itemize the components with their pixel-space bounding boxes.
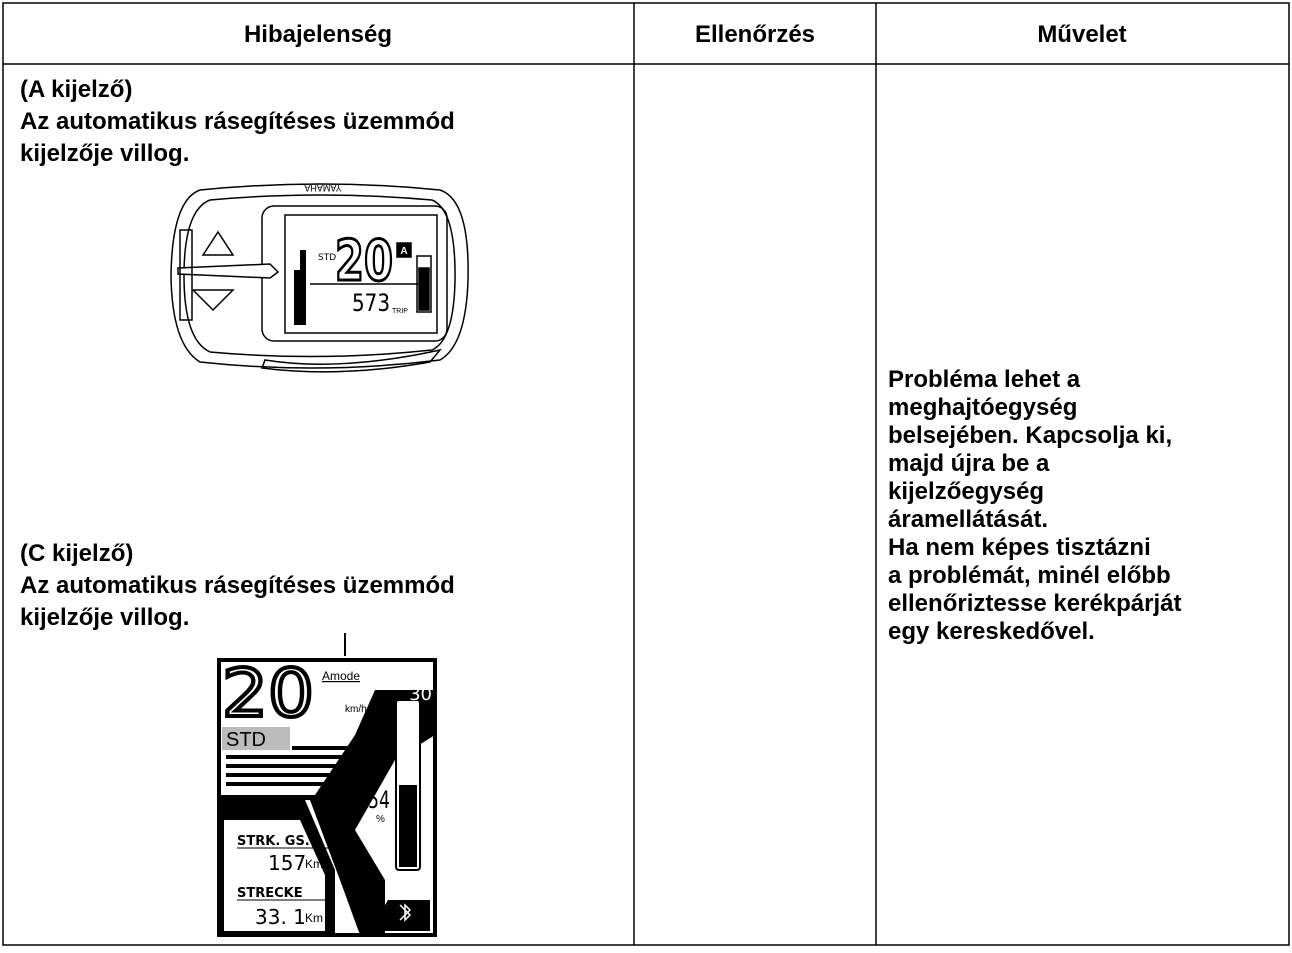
text-line: majd újra be a (888, 450, 1050, 477)
heading: (C kijelző) (20, 540, 133, 567)
text-line: kijelzője villog. (20, 604, 189, 631)
text-line: kijelzőegység (888, 478, 1044, 505)
assist: A (400, 246, 407, 257)
heading: (A kijelző) (20, 76, 132, 103)
text-line: kijelzője villog. (20, 140, 189, 167)
text-line: Az automatikus rásegítéses üzemmód (20, 572, 455, 599)
text-line: Ha nem képes tisztázni (888, 534, 1151, 561)
text-line: Az automatikus rásegítéses üzemmód (20, 108, 455, 135)
top-value: 43 (409, 666, 432, 687)
mode: STD (226, 729, 266, 751)
speed: 20 (222, 655, 314, 732)
header: Művelet (1037, 21, 1126, 48)
total-label: STRK. GS. (237, 834, 310, 849)
text-line: ellenőriztesse kerékpárját (888, 590, 1182, 617)
trip-label: TRIP (392, 308, 408, 315)
text-line: áramellátását. (888, 506, 1048, 533)
total: 157 (268, 851, 306, 875)
trip-label: STRECKE (237, 886, 303, 901)
battery: 54 (368, 786, 390, 814)
speed: 20 (335, 229, 393, 294)
percent: % (376, 814, 385, 825)
trip: 33. 1 (255, 905, 306, 929)
trip: 573 (352, 289, 390, 317)
bluetooth-icon (399, 903, 412, 922)
brand: YAMAHA (304, 183, 341, 193)
total-unit: Km (305, 857, 323, 871)
action-text: Probléma lehet ameghajtóegységbelsejében… (888, 366, 1182, 645)
text-line: belsejében. Kapcsolja ki, (888, 422, 1172, 449)
header: Hibajelenség (244, 21, 392, 48)
text-line: meghajtóegység (888, 394, 1077, 421)
text-line: Probléma lehet a (888, 366, 1081, 393)
unit: km/h (345, 704, 367, 715)
text-line: egy kereskedővel. (888, 618, 1095, 645)
display-c (217, 658, 437, 937)
mode: STD (318, 253, 336, 263)
header: Ellenőrzés (695, 21, 815, 48)
text-line: a problémát, minél előbb (888, 562, 1171, 589)
assist: Amode (322, 669, 360, 683)
display-a (170, 183, 469, 373)
trip-unit: Km (305, 911, 323, 925)
bottom-value: 30 (409, 684, 432, 705)
